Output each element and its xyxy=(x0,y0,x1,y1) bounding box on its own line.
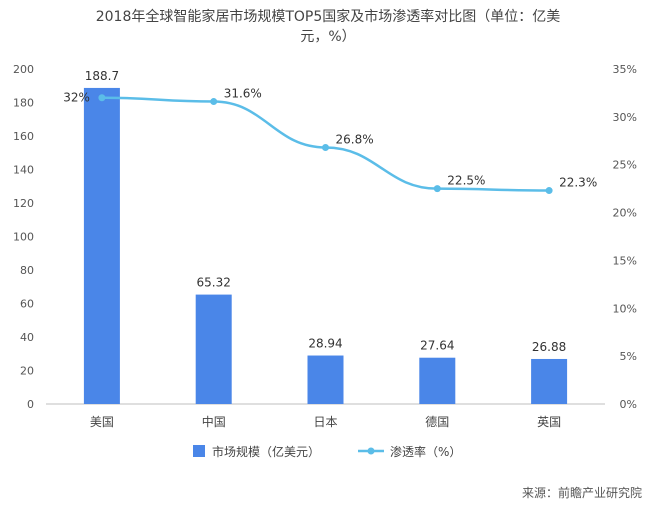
line-data-label: 26.8% xyxy=(336,132,374,146)
line-data-label: 31.6% xyxy=(224,87,262,101)
bar-data-label: 65.32 xyxy=(197,276,231,290)
y-right-tick-label: 5% xyxy=(620,350,637,363)
x-tick-label: 美国 xyxy=(90,415,114,429)
bar-data-label: 27.64 xyxy=(420,339,454,353)
y-left-tick-label: 40 xyxy=(20,331,34,344)
y-left-tick-label: 120 xyxy=(13,197,34,210)
line-data-label: 22.5% xyxy=(447,174,485,188)
bar xyxy=(83,87,120,405)
y-left-tick-label: 160 xyxy=(13,130,34,143)
line-point xyxy=(210,98,218,106)
x-tick-label: 中国 xyxy=(202,414,226,429)
x-tick-label: 英国 xyxy=(537,415,561,429)
y-left-tick-label: 0 xyxy=(27,398,34,411)
y-left-tick-label: 60 xyxy=(20,298,34,311)
bar-data-label: 26.88 xyxy=(532,340,566,354)
y-right-tick-label: 35% xyxy=(613,63,637,76)
bar xyxy=(419,357,456,404)
y-right-tick-label: 0% xyxy=(620,398,637,411)
y-left-tick-label: 20 xyxy=(20,365,34,378)
bar xyxy=(307,355,344,404)
line-data-label: 32% xyxy=(63,91,90,105)
legend-bar-label: 市场规模（亿美元） xyxy=(212,444,320,459)
bar-data-label: 188.7 xyxy=(85,69,119,83)
line-point xyxy=(545,187,553,195)
legend-line-label: 渗透率（%） xyxy=(390,444,461,459)
chart-title-line-2: 元，%） xyxy=(300,29,356,45)
bar xyxy=(531,358,568,404)
x-tick-label: 德国 xyxy=(425,414,449,429)
y-right-tick-label: 10% xyxy=(613,302,637,315)
y-right-tick-label: 25% xyxy=(613,159,637,172)
y-left-tick-label: 200 xyxy=(13,63,34,76)
x-tick-label: 日本 xyxy=(313,415,337,429)
line-point xyxy=(433,185,441,193)
y-right-tick-label: 20% xyxy=(613,207,637,220)
y-right-tick-label: 15% xyxy=(613,254,637,267)
y-left-tick-label: 180 xyxy=(13,97,34,110)
line-data-label: 22.3% xyxy=(559,176,597,190)
line-point xyxy=(322,143,329,151)
y-left-tick-label: 140 xyxy=(13,164,34,177)
legend-line-marker xyxy=(367,447,375,455)
source-note: 来源：前瞻产业研究院 xyxy=(521,486,642,500)
y-left-tick-label: 100 xyxy=(13,231,34,244)
y-right-tick-label: 30% xyxy=(613,111,637,124)
bar-data-label: 28.94 xyxy=(308,337,342,351)
y-left-tick-label: 80 xyxy=(20,264,34,277)
legend-bar-swatch xyxy=(193,445,205,457)
line-point xyxy=(98,94,106,102)
chart-title-line-1: 2018年全球智能家居市场规模TOP5国家及市场渗透率对比图（单位：亿美 xyxy=(95,9,561,25)
bar xyxy=(195,294,232,404)
